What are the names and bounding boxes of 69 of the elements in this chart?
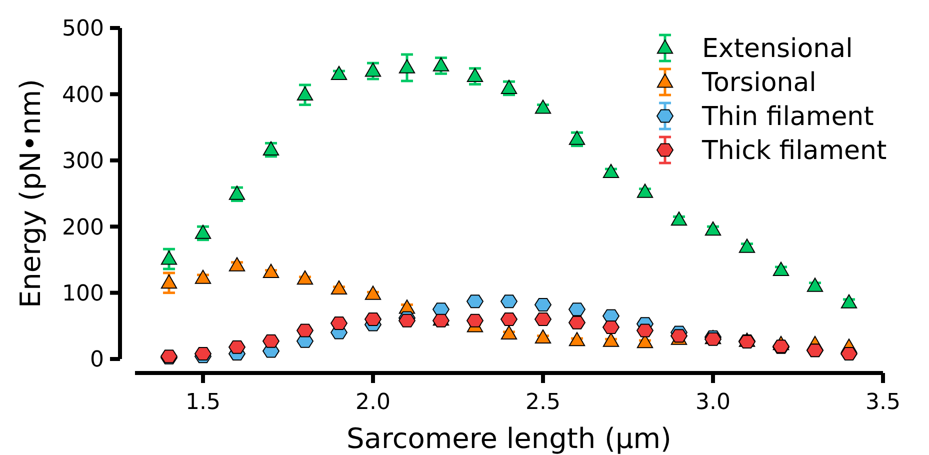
point	[534, 329, 552, 344]
legend-label: Extensional	[702, 34, 853, 64]
point	[636, 184, 654, 198]
point	[194, 270, 212, 284]
point	[398, 59, 416, 74]
point	[568, 316, 586, 330]
y-tick-label: 200	[62, 215, 104, 240]
point	[228, 257, 246, 272]
point	[500, 80, 518, 94]
point	[568, 130, 586, 145]
point	[262, 334, 280, 348]
point	[330, 316, 348, 330]
point	[500, 325, 518, 340]
point	[738, 238, 756, 253]
y-tick-label: 0	[90, 348, 104, 373]
point	[330, 280, 348, 295]
point	[772, 262, 790, 276]
point	[432, 57, 450, 72]
x-tick-label: 3.0	[696, 390, 730, 415]
x-tick-label: 3.5	[866, 390, 900, 415]
point	[194, 346, 212, 360]
x-tick-label: 1.5	[186, 390, 220, 415]
legend-label: Torsional	[701, 68, 816, 98]
point	[262, 264, 280, 278]
point	[534, 312, 552, 326]
y-tick-label: 500	[62, 16, 104, 42]
point	[466, 314, 484, 328]
y-tick-label: 100	[62, 282, 104, 306]
y-tick-label: 400	[62, 82, 104, 108]
point	[840, 294, 858, 308]
point	[534, 100, 552, 114]
point	[636, 324, 654, 338]
point	[704, 221, 722, 236]
legend-label: Thin filament	[701, 102, 874, 132]
point	[364, 62, 382, 77]
x-tick-label: 2.5	[526, 390, 560, 415]
point	[432, 314, 450, 328]
x-axis-title: Sarcomere length (µm)	[346, 422, 672, 455]
point	[466, 294, 484, 308]
point	[500, 312, 518, 326]
point	[330, 66, 348, 80]
point	[670, 211, 688, 226]
point	[228, 340, 246, 354]
y-tick-label: 300	[62, 149, 104, 174]
point	[602, 320, 620, 334]
point	[398, 314, 416, 328]
point	[602, 164, 620, 178]
point	[466, 68, 484, 82]
point	[194, 224, 212, 239]
point	[228, 186, 246, 200]
point	[840, 346, 858, 360]
point	[534, 298, 552, 312]
point	[296, 270, 314, 285]
x-tick-label: 2.0	[356, 390, 390, 415]
point	[432, 302, 450, 316]
point	[500, 294, 518, 308]
point	[806, 278, 824, 292]
point	[296, 324, 314, 338]
point	[568, 332, 586, 346]
point	[160, 274, 178, 289]
point	[296, 86, 314, 101]
legend-label: Thick filament	[701, 136, 887, 166]
y-axis-title: Energy (pN•nm)	[14, 78, 47, 308]
point	[364, 312, 382, 326]
point	[602, 332, 620, 347]
point	[568, 302, 586, 316]
point	[602, 309, 620, 323]
point	[160, 250, 178, 265]
point	[364, 286, 382, 300]
